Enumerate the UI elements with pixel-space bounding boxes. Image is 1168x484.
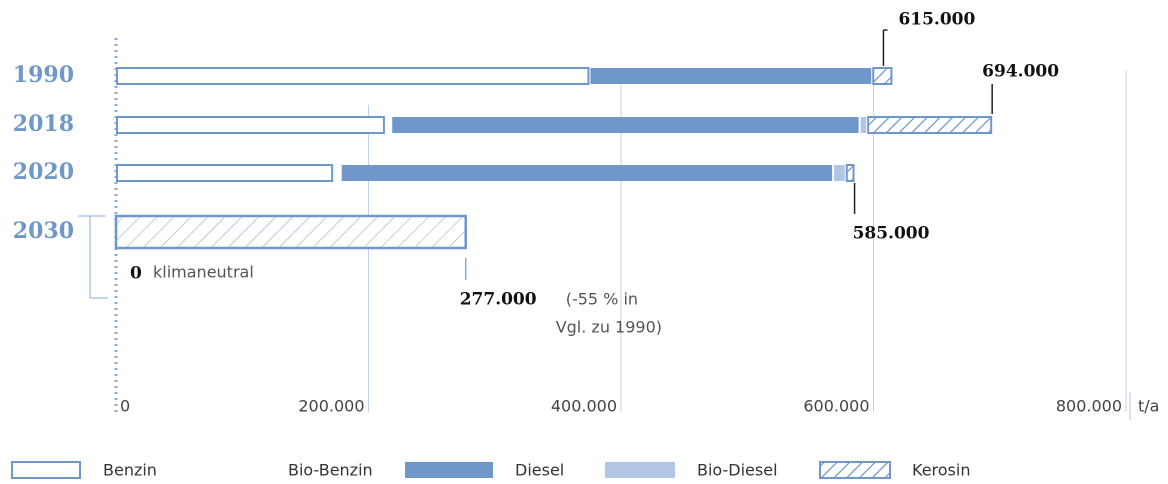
total-label: 585.000 [853, 224, 930, 244]
category-label: 1990 [13, 62, 74, 88]
zero-note: klimaneutral [153, 263, 254, 282]
bar-segment [116, 116, 385, 134]
category-label: 2030 [13, 218, 74, 244]
x-tick-label: 400.000 [551, 397, 617, 416]
bar-segment [845, 164, 855, 182]
legend-label: Bio-Diesel [697, 461, 778, 480]
legend-swatch [11, 461, 81, 479]
bar-segment [872, 67, 893, 85]
legend-swatch [605, 462, 675, 478]
legend-label: Kerosin [912, 461, 970, 480]
x-tick-label: 200.000 [298, 397, 364, 416]
category-label: 2020 [13, 159, 74, 185]
x-tick-label: 0 [120, 397, 130, 416]
bar-segment [867, 116, 993, 134]
x-tick-label: 600.000 [803, 397, 869, 416]
category-label: 2018 [13, 111, 74, 137]
bar-segment [385, 117, 391, 133]
x-tick-label: 800.000 [1056, 397, 1122, 416]
bar-segment [334, 165, 340, 181]
legend-label: Benzin [103, 461, 157, 480]
bar-segment [116, 164, 334, 182]
total-label: 615.000 [898, 10, 975, 30]
legend-label: Diesel [515, 461, 564, 480]
bar-segment [341, 165, 833, 181]
zero-label: 0 [130, 264, 142, 284]
target-bar [114, 214, 467, 250]
total-label: 694.000 [982, 62, 1059, 82]
bar-segment [834, 165, 845, 181]
legend-swatch [405, 462, 493, 478]
total-label: 277.000 [460, 290, 537, 310]
legend-swatch [819, 461, 891, 479]
target-note: (-55 % in [566, 290, 638, 309]
bar-segment [116, 67, 590, 85]
bracket [89, 216, 108, 299]
bar-segment [590, 68, 872, 84]
bar-segment [860, 117, 867, 133]
target-note: Vgl. zu 1990) [556, 318, 662, 337]
legend-label: Bio-Benzin [288, 461, 373, 480]
legend-swatch [195, 462, 265, 478]
unit-label: t/a [1138, 397, 1159, 416]
bar-segment [392, 117, 859, 133]
